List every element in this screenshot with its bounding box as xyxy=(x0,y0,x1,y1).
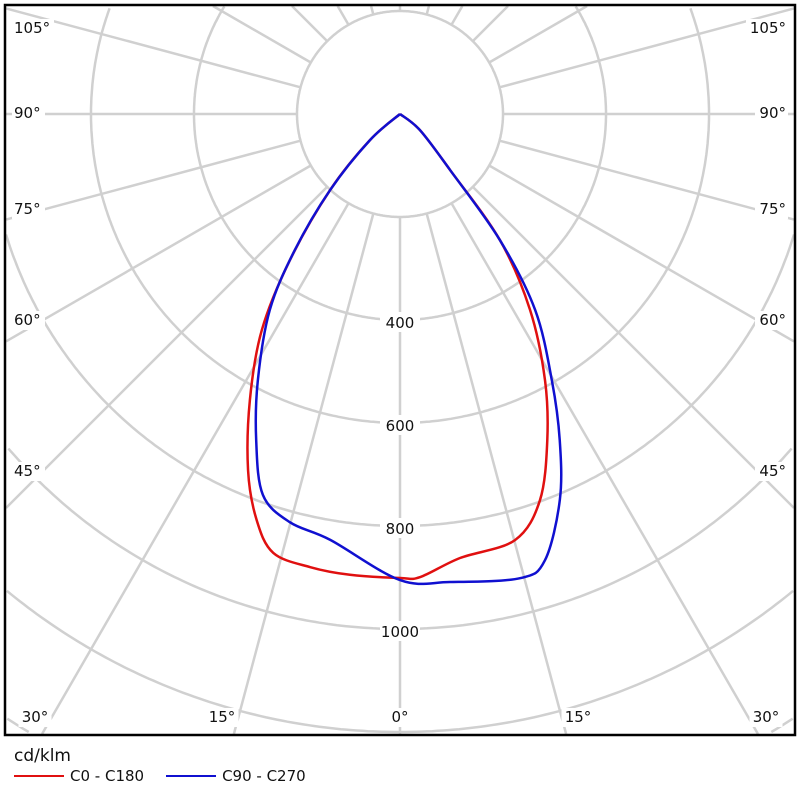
angle-label: 105° xyxy=(14,19,50,37)
radial-label-bg xyxy=(380,518,420,538)
grid-spoke xyxy=(336,5,350,26)
grid-spoke xyxy=(369,5,375,15)
legend-label: C90 - C270 xyxy=(222,767,306,785)
grid-spoke xyxy=(5,164,312,343)
legend: cd/klm C0 - C180 C90 - C270 xyxy=(14,746,328,785)
grid-spoke xyxy=(488,4,588,64)
angle-label: 90° xyxy=(759,104,786,122)
angle-label: 15° xyxy=(209,708,236,726)
grid-spoke xyxy=(488,164,795,343)
angle-labels: 105° 90° 75° 60° 45° 105° 90° 75° 60° 45° 30° 15° 0°… xyxy=(12,19,788,727)
grid-spoke xyxy=(5,7,301,89)
angle-label: 60° xyxy=(759,311,786,329)
grid-spoke xyxy=(212,4,312,64)
angle-label: 45° xyxy=(14,462,41,480)
angle-label-bg xyxy=(755,311,788,330)
radial-tick-labels: 400 600 800 1000 xyxy=(380,312,420,641)
angle-label-bg xyxy=(755,462,788,481)
angle-label-bg xyxy=(755,200,788,219)
grid-spoke xyxy=(425,5,431,15)
radial-tick-label: 600 xyxy=(386,417,415,435)
radial-tick-label: 800 xyxy=(386,520,415,538)
angle-label-bg xyxy=(12,200,45,219)
grid-circle xyxy=(192,5,608,322)
series-c90-c270 xyxy=(254,113,563,586)
angle-label: 60° xyxy=(14,311,41,329)
angle-label-bg xyxy=(746,19,788,38)
angle-label-bg xyxy=(205,708,239,727)
polar-grid xyxy=(4,4,796,735)
angle-label-bg xyxy=(12,311,45,330)
plot-frame xyxy=(3,3,797,737)
angle-label-bg xyxy=(12,104,45,123)
angle-label-bg xyxy=(561,708,595,727)
grid-spoke xyxy=(5,139,301,221)
grid-spoke xyxy=(499,7,795,89)
grid-circle xyxy=(7,447,793,631)
angle-label-bg xyxy=(18,708,52,727)
angle-label: 45° xyxy=(759,462,786,480)
radial-label-bg xyxy=(380,312,420,332)
angle-label: 75° xyxy=(14,200,41,218)
series-c0-c180 xyxy=(246,113,549,581)
grid-circle xyxy=(89,7,711,425)
grid-spoke xyxy=(291,5,329,43)
radial-label-bg xyxy=(380,621,420,641)
grid-spoke xyxy=(471,5,509,43)
radial-tick-label: 400 xyxy=(386,314,415,332)
angle-label: 0° xyxy=(391,708,408,726)
angle-label-bg xyxy=(749,708,783,727)
legend-item-c90-c270: C90 - C270 xyxy=(166,767,306,785)
angle-label-bg xyxy=(755,104,788,123)
radial-tick-label: 1000 xyxy=(381,623,419,641)
angle-label: 30° xyxy=(753,708,780,726)
grid-spoke xyxy=(40,202,350,735)
radial-label-bg xyxy=(380,415,420,435)
angle-label-bg xyxy=(388,708,412,727)
grid-spoke xyxy=(471,185,795,509)
angle-label: 15° xyxy=(565,708,592,726)
grid-circle xyxy=(6,589,794,734)
angle-label: 75° xyxy=(759,200,786,218)
legend-item-c0-c180: C0 - C180 xyxy=(14,767,144,785)
grid-spoke xyxy=(450,202,760,735)
legend-label: C0 - C180 xyxy=(70,767,145,785)
grid-spoke xyxy=(232,213,375,735)
curves xyxy=(246,113,563,586)
angle-label: 30° xyxy=(22,708,49,726)
legend-swatch-blue xyxy=(166,775,217,777)
grid-spoke xyxy=(450,5,464,26)
angle-label: 105° xyxy=(750,19,786,37)
legend-swatch-red xyxy=(14,775,64,777)
grid-spoke xyxy=(499,139,795,221)
unit-label: cd/klm xyxy=(14,746,71,766)
angle-label-bg xyxy=(12,19,54,38)
angle-label-bg xyxy=(12,462,45,481)
grid-spoke xyxy=(5,185,329,509)
angle-label: 90° xyxy=(14,104,41,122)
grid-spoke xyxy=(425,213,568,735)
